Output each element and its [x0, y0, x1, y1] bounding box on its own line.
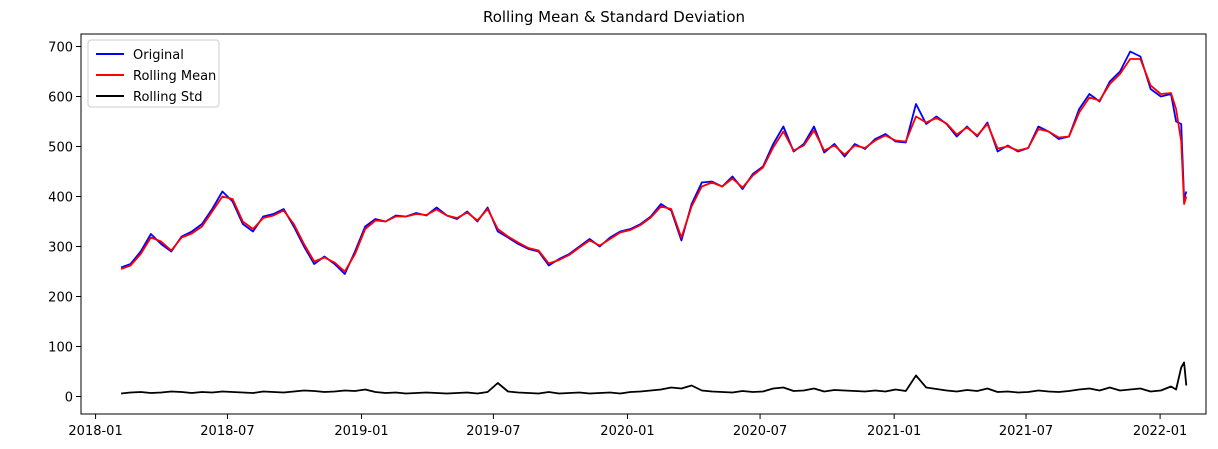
- y-tick-label: 700: [48, 41, 73, 56]
- plot-area: [120, 50, 1188, 395]
- y-tick-label: 300: [48, 241, 73, 256]
- y-tick-label: 400: [48, 191, 73, 206]
- series-line-rolling-mean: [120, 58, 1188, 273]
- x-tick-label: 2019-07: [466, 424, 520, 439]
- y-tick-label: 0: [65, 391, 73, 406]
- y-tick-label: 100: [48, 341, 73, 356]
- x-tick-label: 2021-01: [867, 424, 921, 439]
- x-tick-label: 2018-01: [68, 424, 122, 439]
- legend-label: Original: [133, 48, 184, 63]
- series-line-original: [120, 50, 1188, 275]
- x-tick-label: 2018-07: [200, 424, 254, 439]
- x-tick-label: 2020-07: [733, 424, 787, 439]
- y-tick-label: 200: [48, 291, 73, 306]
- y-tick-label: 500: [48, 141, 73, 156]
- y-tick-label: 600: [48, 91, 73, 106]
- x-tick-label: 2021-07: [999, 424, 1053, 439]
- x-tick-label: 2020-01: [600, 424, 654, 439]
- y-axis: 0 100 200 300 400 500 600 700: [48, 41, 81, 406]
- chart-title: Rolling Mean & Standard Deviation: [483, 8, 745, 26]
- x-tick-label: 2019-01: [334, 424, 388, 439]
- x-axis: 2018-01 2018-07 2019-01 2019-07 2020-01 2020-…: [68, 414, 1187, 439]
- legend-box: [87, 39, 220, 108]
- legend: Original Rolling Mean Rolling Std: [87, 39, 220, 108]
- series-line-rolling-std: [121, 361, 1188, 395]
- legend-label: Rolling Std: [133, 90, 202, 105]
- legend-label: Rolling Mean: [133, 69, 216, 84]
- x-tick-label: 2022-01: [1133, 424, 1187, 439]
- axes-frame: [80, 33, 1207, 415]
